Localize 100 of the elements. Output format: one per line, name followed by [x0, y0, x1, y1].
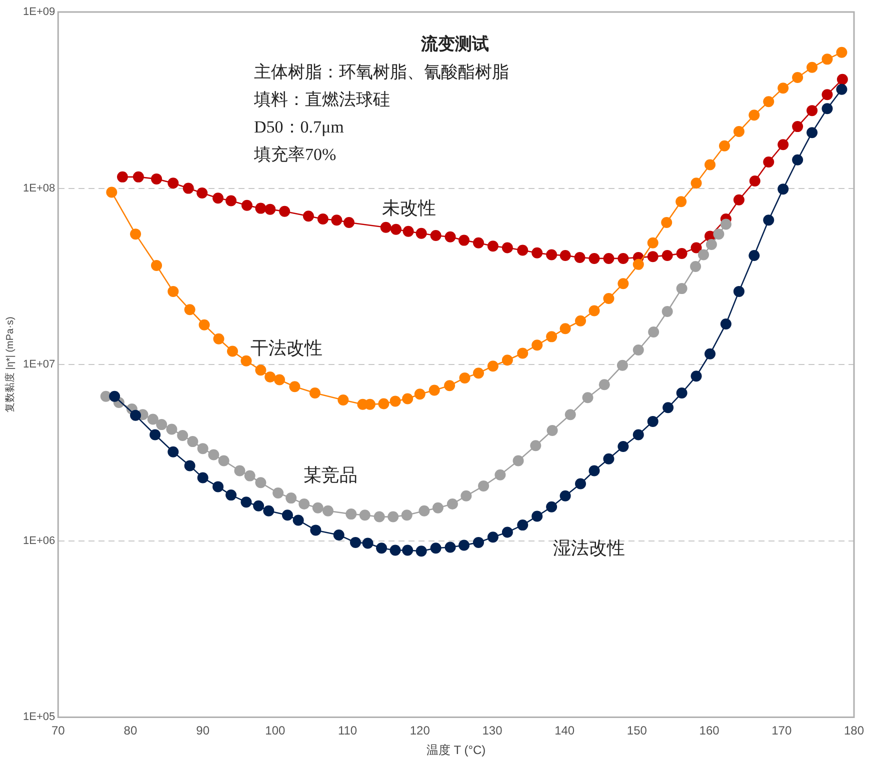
point: [272, 487, 284, 498]
point: [618, 278, 629, 290]
y-tick-label: 1E+09: [22, 6, 56, 18]
point: [244, 470, 256, 482]
y-tick-label: 1E+06: [22, 534, 56, 547]
point: [690, 261, 702, 272]
point: [582, 392, 594, 404]
point: [130, 228, 142, 240]
point: [733, 286, 744, 297]
point: [574, 252, 586, 264]
point: [310, 524, 322, 536]
point: [255, 477, 266, 488]
point: [151, 173, 162, 184]
point: [836, 84, 848, 95]
point: [706, 238, 717, 250]
point: [197, 472, 208, 484]
x-tick-label: 90: [196, 724, 210, 738]
point: [416, 546, 427, 557]
point: [546, 424, 558, 436]
point: [226, 346, 238, 357]
point: [198, 319, 210, 330]
point: [564, 409, 576, 420]
point: [517, 520, 528, 531]
point: [698, 249, 710, 260]
point: [197, 443, 208, 454]
point: [632, 344, 644, 356]
point: [718, 140, 730, 152]
point: [748, 110, 760, 121]
point: [432, 502, 444, 514]
point: [806, 62, 818, 73]
point: [374, 511, 385, 522]
point: [560, 490, 571, 502]
point: [733, 126, 744, 137]
point: [676, 248, 688, 259]
point: [168, 178, 179, 189]
point: [130, 410, 142, 421]
point: [416, 228, 427, 239]
x-tick-label: 170: [772, 724, 792, 738]
x-tick-label: 140: [554, 724, 575, 738]
point: [226, 195, 237, 206]
point: [401, 510, 412, 521]
point: [117, 171, 128, 182]
point: [472, 237, 484, 248]
x-axis-title: 温度 T (°C): [426, 743, 486, 758]
point: [575, 315, 586, 326]
point: [184, 460, 196, 472]
point: [240, 496, 252, 508]
point: [253, 500, 264, 512]
point: [487, 240, 498, 252]
point: [487, 532, 498, 543]
x-tick-label: 70: [51, 724, 66, 738]
point: [749, 176, 760, 187]
annotation: 填料：直燃法球硅: [253, 90, 390, 109]
point: [346, 508, 357, 520]
series-label: 某竞品: [303, 464, 358, 485]
point: [575, 478, 586, 490]
y-tick-label: 1E+05: [22, 711, 56, 724]
point: [478, 480, 490, 492]
point: [446, 498, 458, 510]
point: [822, 103, 833, 114]
point: [676, 196, 687, 208]
point: [376, 542, 388, 554]
point: [390, 544, 401, 556]
point: [274, 374, 286, 386]
point: [733, 194, 744, 206]
point: [430, 230, 442, 241]
point: [184, 304, 196, 316]
annotation: D50：0.7μm: [254, 117, 344, 136]
point: [402, 544, 414, 556]
point: [792, 72, 804, 84]
point: [763, 214, 774, 226]
point: [662, 250, 673, 261]
point: [286, 492, 297, 504]
point: [690, 178, 702, 189]
series-label: 湿法改性: [552, 538, 625, 558]
point: [720, 218, 732, 230]
point: [517, 244, 528, 256]
point: [402, 226, 414, 237]
point: [292, 514, 304, 526]
annotation: 主体树脂：环氧树脂、氰酸酯树脂: [254, 62, 509, 82]
point: [618, 252, 629, 264]
point: [487, 360, 498, 372]
point: [618, 441, 629, 452]
point: [472, 368, 484, 379]
point: [240, 355, 252, 366]
point: [263, 505, 274, 516]
point: [388, 511, 399, 522]
point: [359, 510, 370, 521]
point: [317, 213, 328, 224]
point: [588, 305, 600, 316]
point: [676, 388, 688, 399]
point: [187, 436, 198, 448]
y-axis-title: 复数黏度 |η*| (mPa·s): [4, 316, 16, 412]
point: [532, 510, 543, 522]
point: [182, 182, 194, 194]
point: [428, 384, 440, 396]
point: [763, 96, 774, 108]
point: [166, 424, 178, 435]
point: [147, 414, 158, 425]
point: [494, 469, 506, 480]
